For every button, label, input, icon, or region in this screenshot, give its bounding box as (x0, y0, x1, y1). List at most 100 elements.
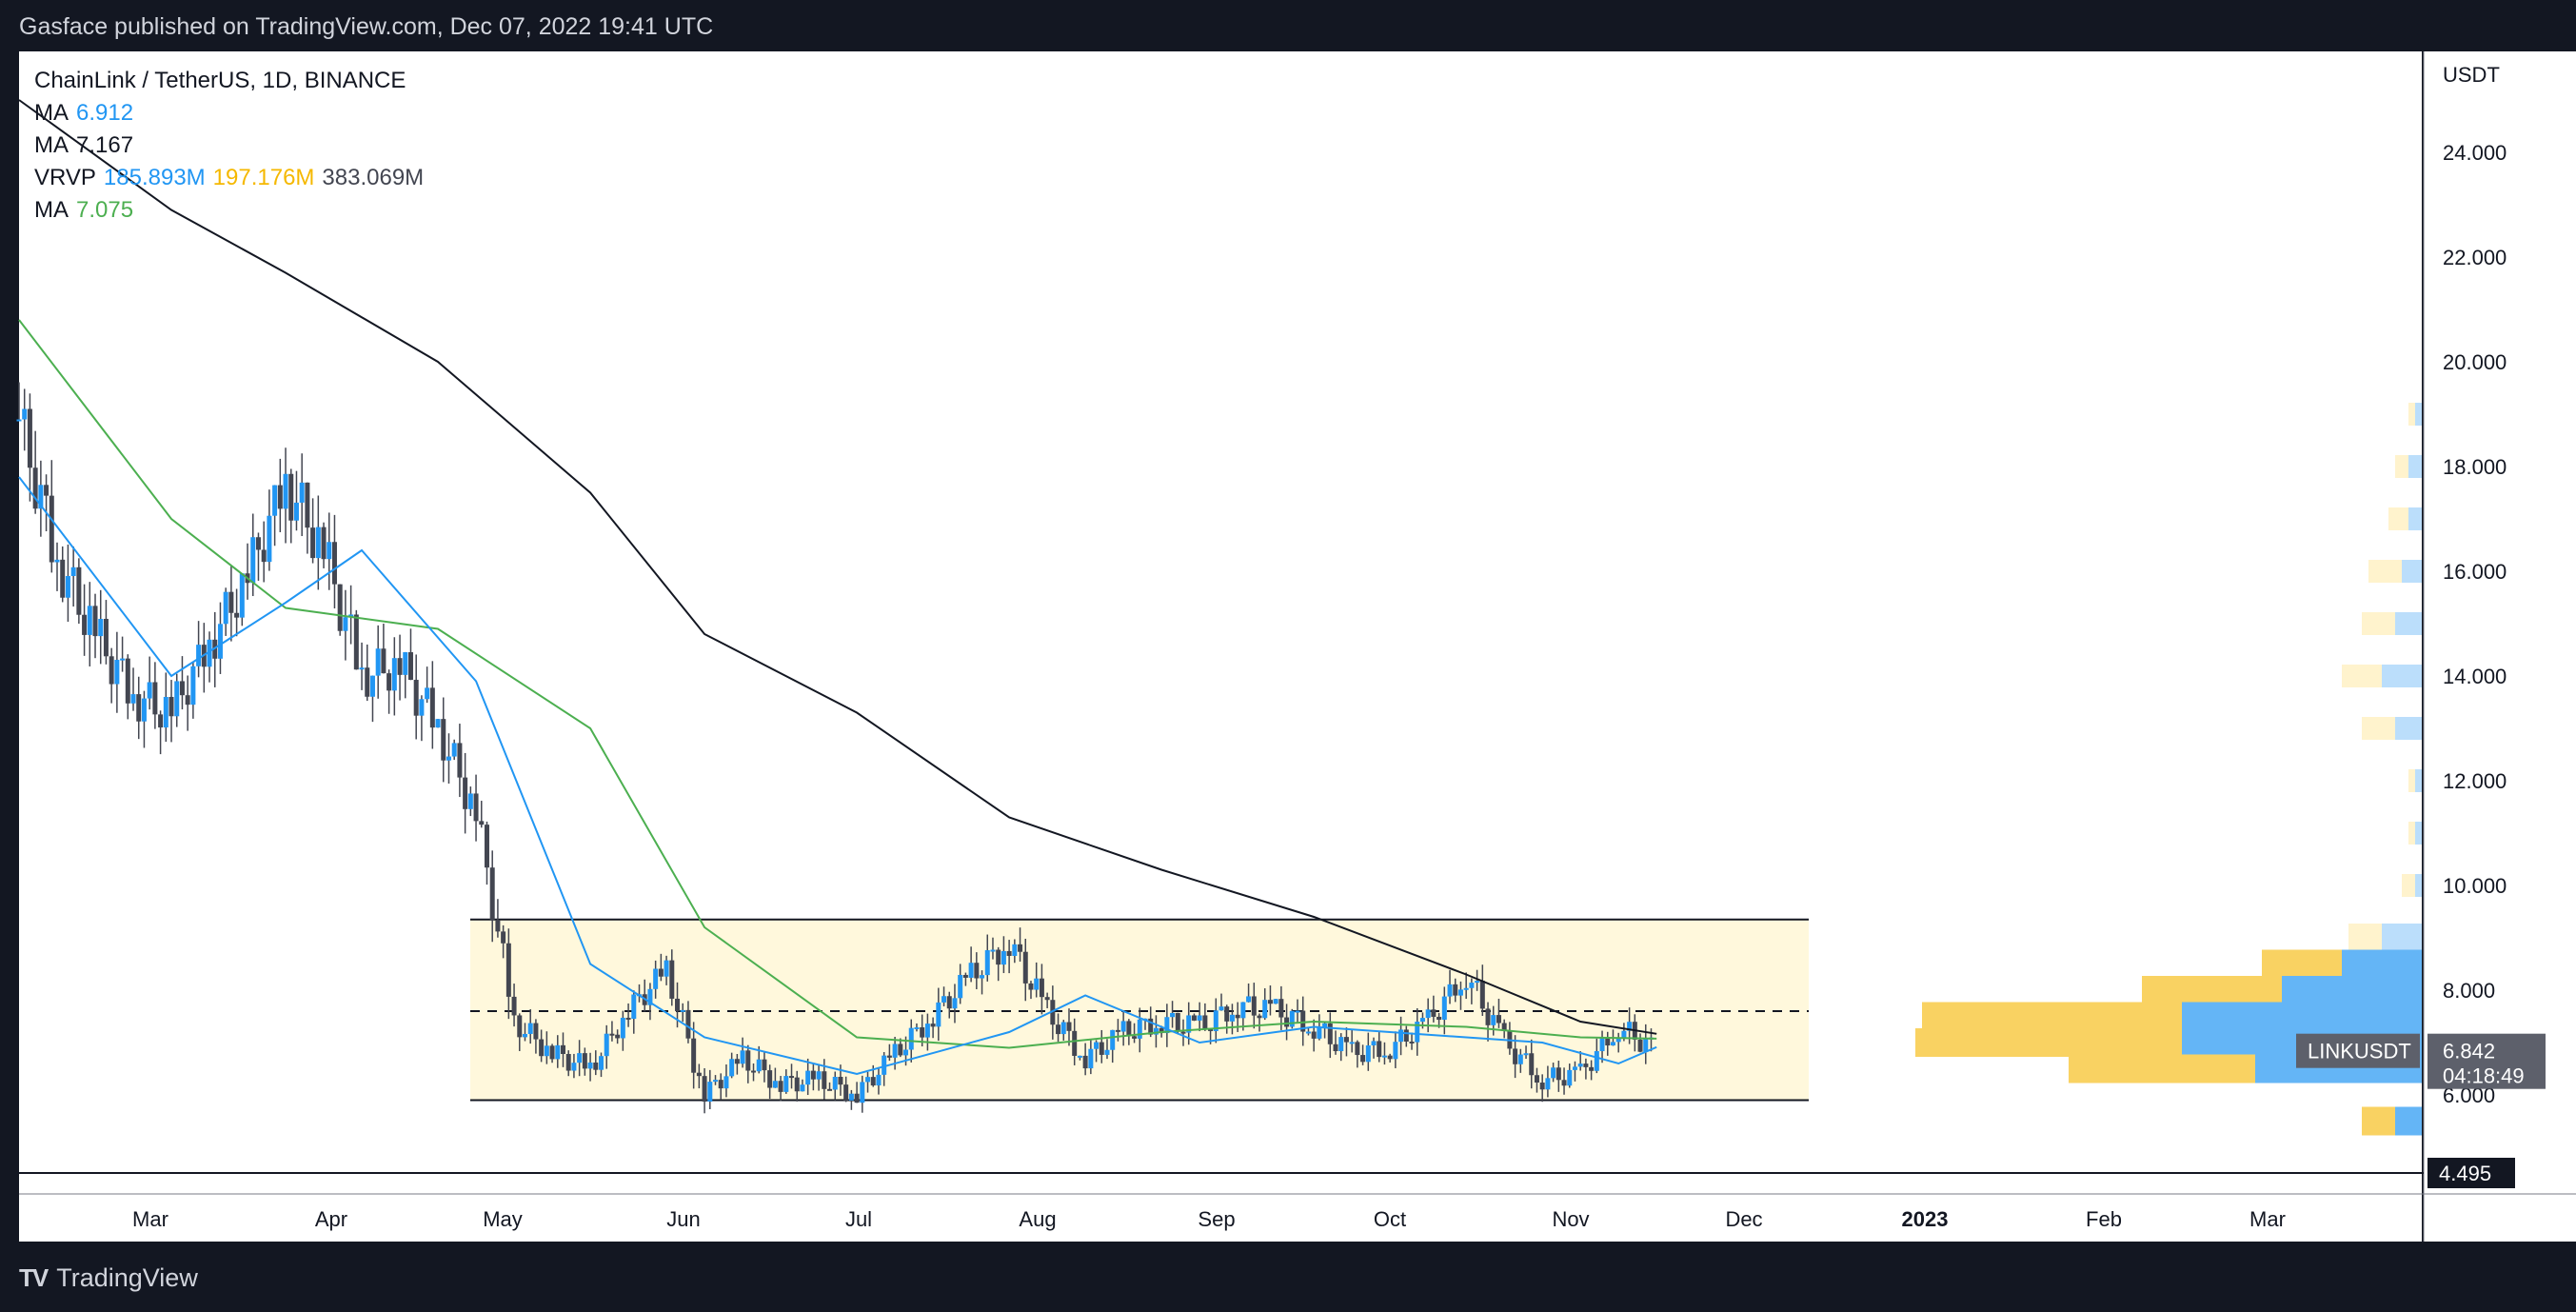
last-price-value: 6.842 (2443, 1040, 2495, 1064)
candle-body (299, 482, 305, 503)
candle-body (501, 931, 506, 944)
candle-body (348, 614, 354, 618)
candle-body (609, 1033, 615, 1036)
candle-body (369, 675, 375, 697)
candle-body (1583, 1064, 1589, 1067)
candle-body (1475, 981, 1480, 984)
candle-body (327, 542, 332, 560)
volume-profile-down-bar (2402, 874, 2415, 897)
candle-body (908, 1027, 914, 1050)
candle-body (467, 793, 473, 809)
candle-body (1018, 944, 1023, 952)
candle-body (310, 527, 316, 559)
volume-profile-up-bar (2402, 560, 2422, 583)
candle-body (76, 567, 82, 615)
candle-body (283, 473, 288, 509)
candle-body (854, 1093, 860, 1103)
candle-body (522, 1033, 527, 1038)
candle-body (1333, 1044, 1338, 1052)
candle-body (577, 1053, 583, 1064)
candle-body (337, 584, 343, 631)
time-axis-label: 2023 (1902, 1207, 1949, 1231)
support-price-label: 4.495 (2439, 1162, 2491, 1185)
candle-body (484, 825, 489, 868)
candle-body (103, 619, 109, 657)
candle-body (1539, 1083, 1545, 1090)
candle-body (555, 1044, 561, 1060)
candle-body (1343, 1037, 1349, 1043)
volume-profile-down-bar (2395, 455, 2408, 478)
candle-body (1415, 1022, 1420, 1043)
candle-body (1377, 1041, 1382, 1058)
candle-body (495, 920, 501, 932)
candle-body (109, 656, 114, 685)
candle-body (892, 1044, 898, 1058)
candle-body (962, 974, 968, 978)
candle-body (375, 648, 381, 676)
candle-body (696, 1072, 702, 1077)
candle-body (98, 619, 104, 637)
ma-mid-line (18, 319, 1657, 1049)
candle-body (1213, 1010, 1219, 1031)
candle-body (936, 1002, 941, 1027)
candle-body (239, 573, 245, 618)
candle-body (1381, 1055, 1387, 1058)
candle-body (1246, 996, 1252, 1003)
candle-body (451, 743, 457, 757)
candle-body (1191, 1015, 1197, 1021)
candle-body (92, 606, 98, 637)
legend-vrvp-down: 197.176M (212, 165, 315, 190)
candle-body (1534, 1075, 1539, 1083)
candle-body (1088, 1048, 1094, 1069)
candle-body (250, 537, 256, 584)
candle-body (1365, 1045, 1371, 1063)
candle-body (1453, 984, 1458, 996)
candle-body (1457, 989, 1463, 996)
candle-body (1039, 978, 1044, 998)
candle-body (822, 1071, 827, 1089)
candle-body (816, 1071, 822, 1080)
candle-body (1056, 1024, 1061, 1035)
candle-body (407, 652, 413, 681)
candle-body (315, 527, 321, 559)
candle-body (114, 660, 120, 685)
volume-profile-up-bar (2415, 822, 2422, 845)
candle-body (794, 1077, 800, 1092)
candle-body (190, 666, 196, 706)
candle-body (1615, 1038, 1621, 1043)
candle-body (293, 502, 299, 521)
candle-body (924, 1024, 930, 1038)
candle-body (974, 963, 980, 979)
candle-body (675, 998, 681, 1011)
candle-body (1197, 1015, 1202, 1021)
candle-body (196, 645, 202, 666)
candle-body (429, 687, 435, 728)
volume-profile-down-bar (2408, 403, 2415, 426)
chart-legend: ChainLink / TetherUS, 1D, BINANCE MA 6.91… (34, 65, 424, 227)
candle-body (446, 756, 451, 761)
candle-body (1349, 1042, 1355, 1044)
candle-body (386, 673, 392, 691)
candle-body (489, 867, 495, 921)
candle-body (1300, 1010, 1306, 1032)
candle-body (886, 1055, 892, 1058)
candle-body (604, 1033, 609, 1057)
price-axis-tick: 20.000 (2443, 350, 2507, 374)
legend-vrvp-total: 383.069M (322, 165, 425, 190)
candle-body (130, 694, 136, 704)
candle-body (1501, 1023, 1507, 1031)
tradingview-brand[interactable]: TV TradingView (19, 1259, 198, 1297)
candle-body (207, 639, 212, 667)
candle-body (359, 667, 365, 670)
candle-body (1115, 1029, 1120, 1032)
candle-body (16, 419, 22, 422)
candle-body (1479, 981, 1485, 1009)
candle-body (1491, 1015, 1496, 1025)
candle-body (419, 699, 425, 716)
legend-vrvp: VRVP 185.893M 197.176M 383.069M (34, 162, 424, 194)
volume-profile-down-bar (2069, 1054, 2255, 1083)
candle-body (1441, 996, 1447, 1021)
last-price-symbol: LINKUSDT (2308, 1040, 2411, 1064)
tradingview-brand-name: TradingView (56, 1262, 198, 1292)
